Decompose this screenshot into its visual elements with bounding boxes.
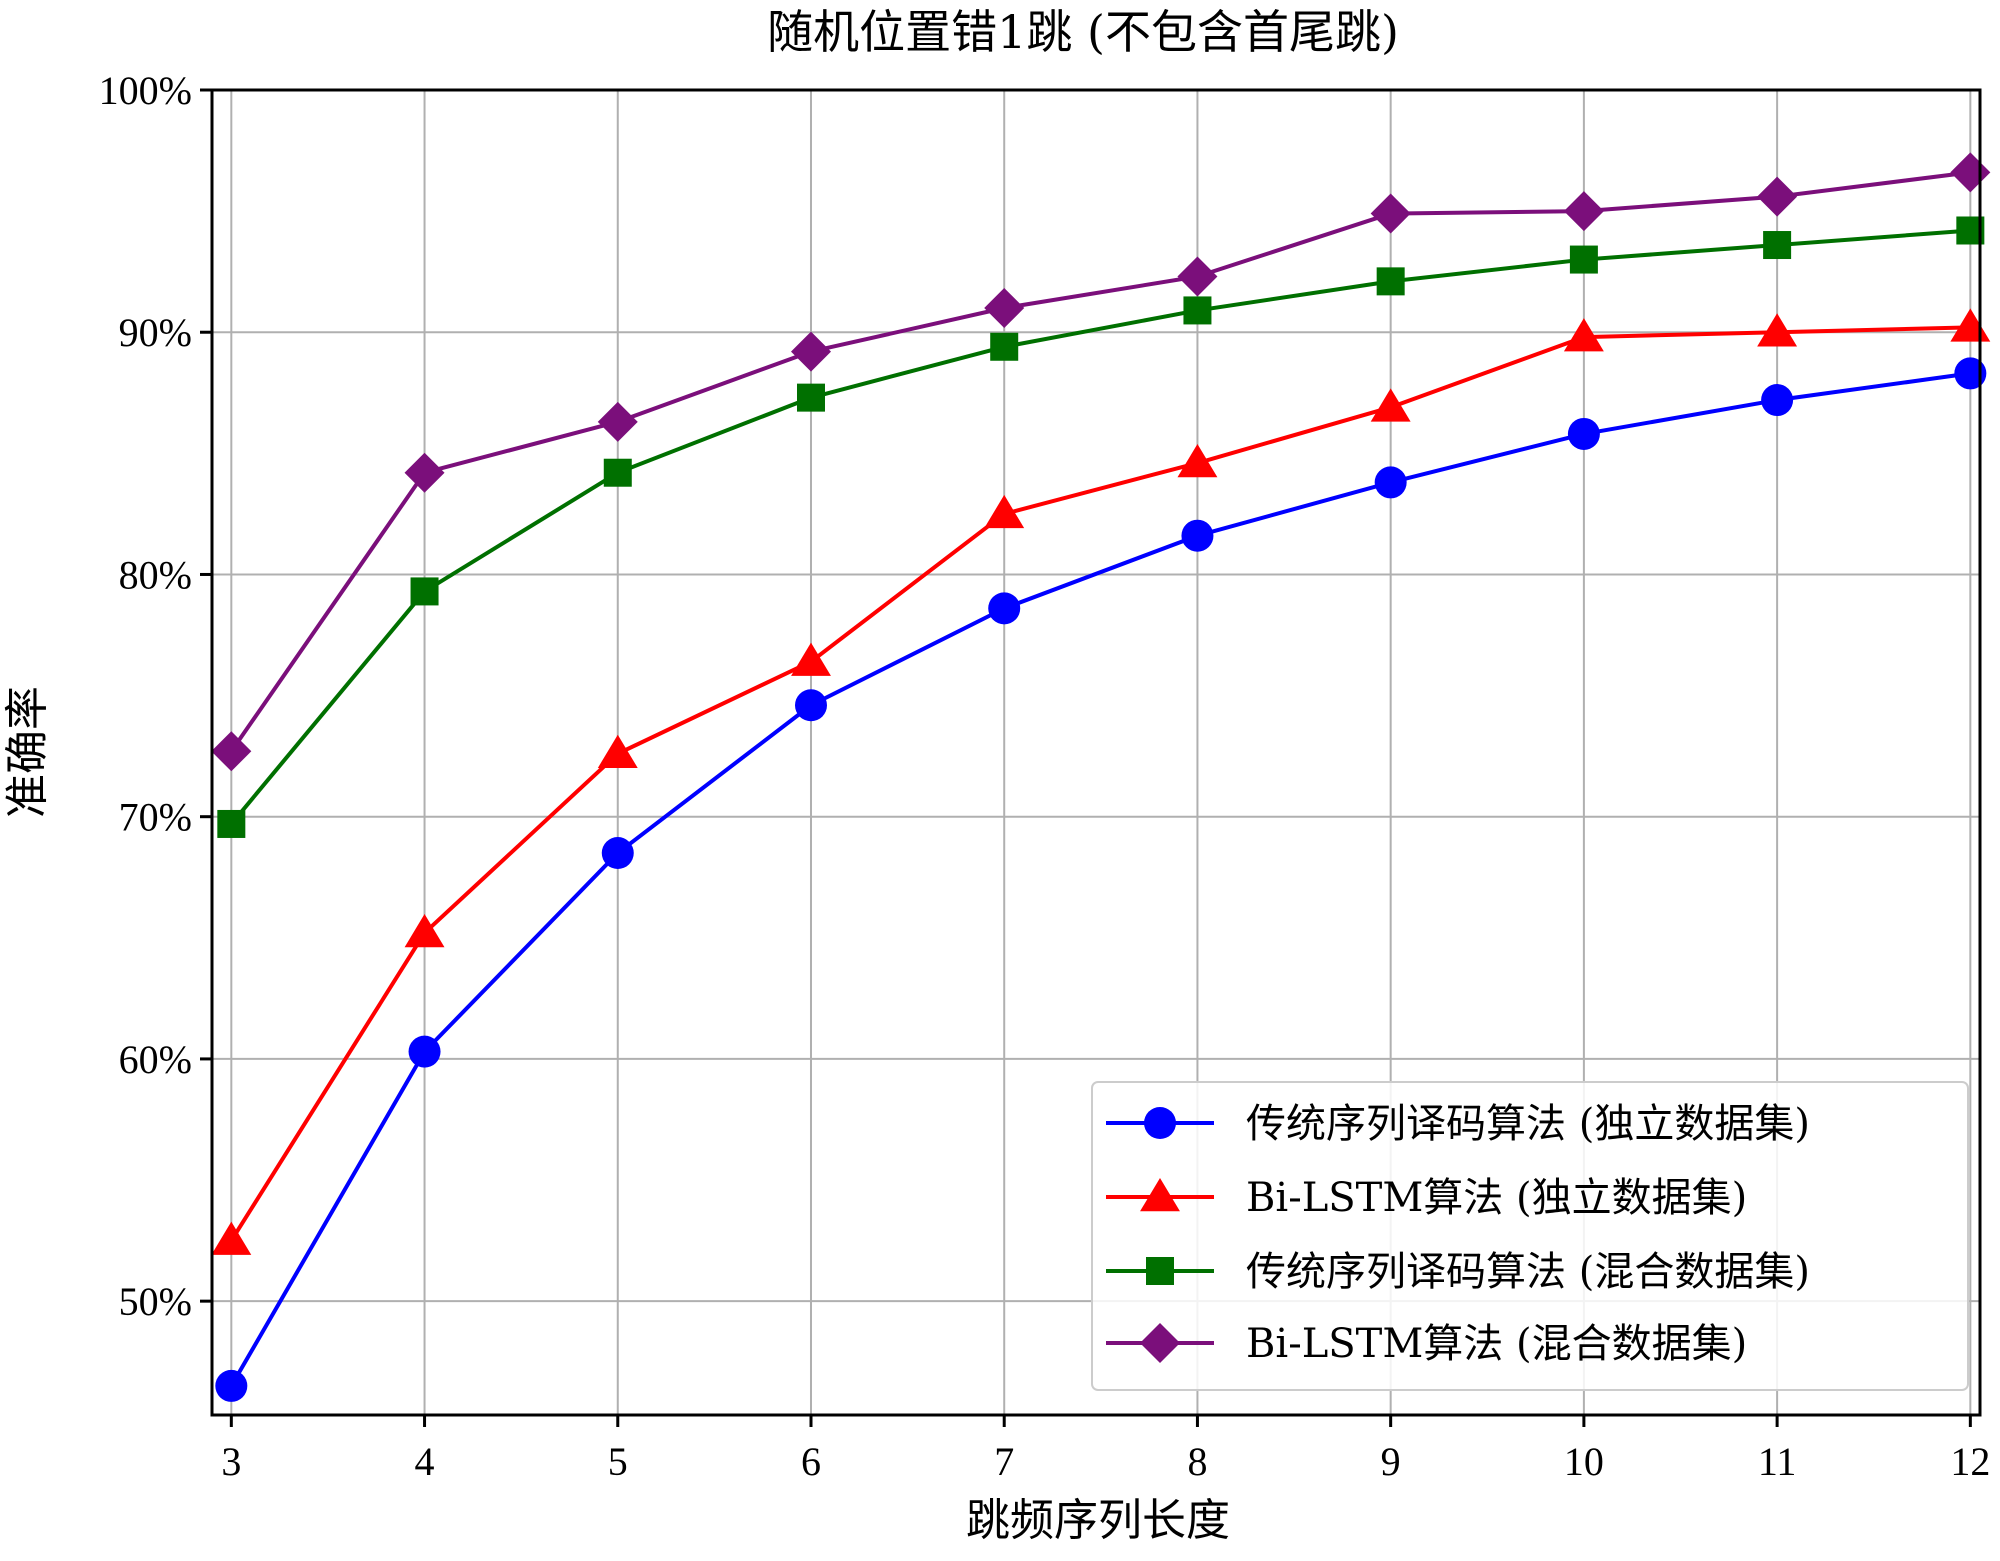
data-point [1567, 417, 1600, 450]
y-tick-label: 50% [119, 1279, 192, 1324]
data-point [404, 913, 445, 948]
data-point [1563, 318, 1604, 352]
data-point [1370, 193, 1411, 234]
legend-item: Bi-LSTM算法 (混合数据集) [1106, 1321, 1747, 1367]
data-point [984, 288, 1025, 329]
x-tick-label: 3 [221, 1439, 241, 1484]
y-tick-label: 90% [119, 310, 192, 355]
data-point [990, 332, 1019, 361]
x-tick-label: 5 [608, 1439, 628, 1484]
plot-frame [210, 88, 1982, 1417]
series-line [229, 325, 1971, 1242]
chart-title: 随机位置错1跳 (不包含首尾跳) [767, 5, 1399, 59]
legend-label: Bi-LSTM算法 (独立数据集) [1246, 1175, 1747, 1221]
series-2 [211, 308, 1991, 1255]
legend-label: Bi-LSTM算法 (混合数据集) [1246, 1321, 1747, 1367]
legend-item: 传统序列译码算法 (独立数据集) [1106, 1101, 1810, 1147]
data-point [211, 731, 252, 772]
data-point [1183, 296, 1212, 325]
series-line [229, 228, 1971, 826]
x-tick-label: 10 [1564, 1439, 1604, 1484]
series-1 [215, 357, 1987, 1402]
data-point [790, 331, 831, 372]
data-point [601, 837, 634, 870]
data-point [410, 577, 439, 606]
series-3 [217, 216, 1985, 838]
x-tick-label: 4 [415, 1439, 435, 1484]
legend-item: Bi-LSTM算法 (独立数据集) [1106, 1175, 1747, 1221]
data-point [1181, 519, 1214, 552]
legend: 传统序列译码算法 (独立数据集) Bi-LSTM算法 (独立数据集) 传统序列译码算… [1091, 1081, 1969, 1391]
data-point [1761, 384, 1794, 417]
data-point [1177, 444, 1218, 478]
data-point [988, 592, 1021, 625]
data-point [984, 494, 1025, 529]
legend-box [1091, 1081, 1969, 1391]
x-tick-label: 8 [1187, 1439, 1207, 1484]
series-line [229, 170, 1971, 753]
data-point [215, 1369, 248, 1402]
data-point [1370, 388, 1411, 422]
data-point [217, 809, 246, 838]
data-point [794, 689, 827, 722]
legend-label: 传统序列译码算法 (独立数据集) [1246, 1101, 1810, 1147]
data-point [1954, 357, 1987, 390]
data-point [1374, 466, 1407, 499]
data-point [1763, 231, 1792, 260]
y-axis-ticks: 50% 60% 70% 80% 90% 100% [99, 68, 212, 1324]
series-line [229, 371, 1971, 1387]
data-point [1376, 267, 1405, 296]
x-axis-label: 跳频序列长度 [966, 1495, 1230, 1546]
data-point [791, 642, 831, 676]
x-tick-label: 11 [1758, 1439, 1797, 1484]
data-point [1757, 313, 1798, 347]
data-point [1757, 176, 1798, 217]
legend-marker [1140, 1178, 1180, 1212]
data-point [211, 1221, 252, 1255]
y-tick-label: 100% [99, 68, 192, 113]
x-tick-label: 6 [801, 1439, 821, 1484]
data-point [597, 401, 638, 442]
data-point [1177, 256, 1218, 297]
legend-label: 传统序列译码算法 (混合数据集) [1246, 1249, 1810, 1295]
y-tick-label: 80% [119, 552, 192, 597]
data-point [1563, 191, 1604, 232]
legend-marker [1140, 1323, 1180, 1363]
data-point [1569, 245, 1598, 274]
y-axis-label: 准确率 [2, 686, 53, 818]
y-tick-label: 60% [119, 1037, 192, 1082]
x-tick-label: 12 [1950, 1439, 1990, 1484]
data-point [404, 452, 445, 493]
legend-marker [1146, 1257, 1174, 1285]
data-point [796, 383, 825, 412]
data-point [408, 1035, 441, 1068]
legend-marker [1144, 1107, 1176, 1139]
data-point [597, 734, 638, 768]
data-point [603, 458, 632, 487]
x-tick-label: 7 [994, 1439, 1014, 1484]
x-tick-label: 9 [1381, 1439, 1401, 1484]
x-axis-ticks: 3 4 5 6 7 8 9 10 11 12 [221, 1415, 1990, 1484]
y-tick-label: 70% [119, 795, 192, 840]
legend-item: 传统序列译码算法 (混合数据集) [1106, 1249, 1810, 1295]
